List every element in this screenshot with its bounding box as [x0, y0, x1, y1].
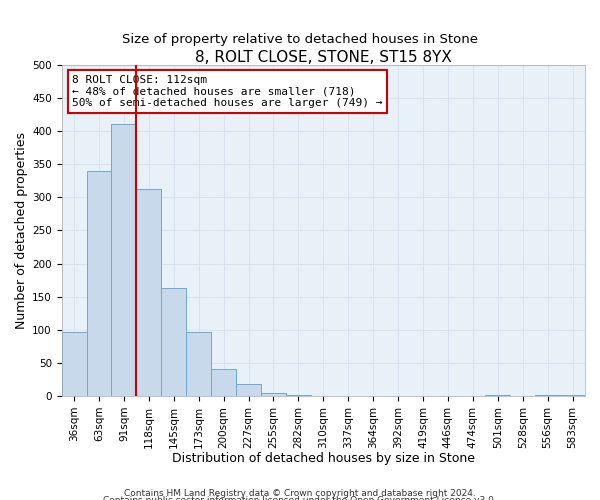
Bar	[136, 189, 161, 396]
Title: 8, ROLT CLOSE, STONE, ST15 8YX: 8, ROLT CLOSE, STONE, ST15 8YX	[195, 50, 452, 65]
Bar	[485, 394, 510, 396]
Bar	[535, 394, 560, 396]
X-axis label: Distribution of detached houses by size in Stone: Distribution of detached houses by size …	[172, 452, 475, 465]
Bar	[236, 384, 261, 396]
Bar	[261, 392, 286, 396]
Bar	[86, 171, 112, 396]
Bar	[62, 332, 86, 396]
Text: Contains HM Land Registry data © Crown copyright and database right 2024.: Contains HM Land Registry data © Crown c…	[124, 488, 476, 498]
Text: Contains public sector information licensed under the Open Government Licence v3: Contains public sector information licen…	[103, 496, 497, 500]
Bar	[112, 124, 136, 396]
Bar	[286, 394, 311, 396]
Y-axis label: Number of detached properties: Number of detached properties	[15, 132, 28, 329]
Bar	[161, 288, 186, 396]
Bar	[560, 394, 585, 396]
Text: Size of property relative to detached houses in Stone: Size of property relative to detached ho…	[122, 32, 478, 46]
Text: 8 ROLT CLOSE: 112sqm
← 48% of detached houses are smaller (718)
50% of semi-deta: 8 ROLT CLOSE: 112sqm ← 48% of detached h…	[72, 75, 383, 108]
Bar	[186, 332, 211, 396]
Bar	[211, 369, 236, 396]
